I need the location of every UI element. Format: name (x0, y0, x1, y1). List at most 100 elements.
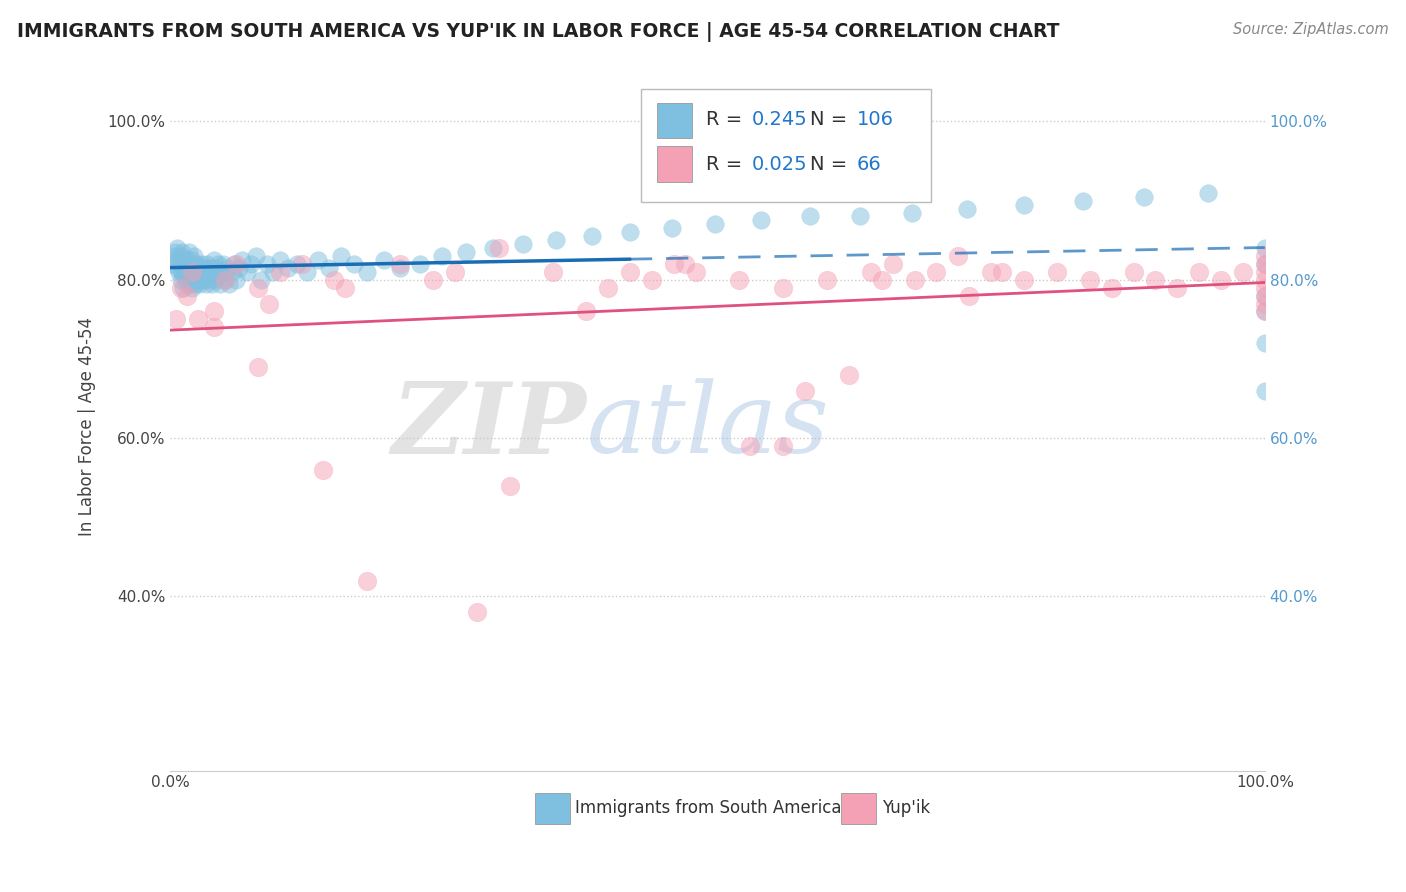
Point (673, 257, 696, 271)
Point (815, 273, 838, 287)
Point (444, 265, 467, 279)
Point (165, 252, 187, 267)
Point (882, 257, 904, 271)
Point (925, 265, 948, 279)
Point (191, 257, 214, 271)
Point (1232, 265, 1254, 279)
Point (488, 241, 510, 255)
Point (222, 257, 245, 271)
Point (201, 265, 224, 279)
Point (183, 265, 205, 279)
Point (373, 252, 395, 267)
FancyBboxPatch shape (641, 89, 931, 202)
Point (335, 281, 357, 295)
Text: 0.245: 0.245 (751, 111, 807, 129)
Point (174, 260, 197, 275)
Point (838, 368, 860, 382)
Point (170, 273, 193, 287)
Point (163, 245, 186, 260)
Point (190, 273, 212, 287)
Point (181, 281, 204, 295)
Point (343, 257, 366, 271)
Point (162, 249, 184, 263)
Point (389, 260, 412, 275)
Point (207, 257, 229, 271)
Point (176, 252, 198, 267)
Point (172, 281, 194, 295)
Point (330, 249, 353, 263)
Point (172, 265, 194, 279)
Point (1254, 241, 1277, 255)
Point (200, 260, 222, 275)
Point (201, 277, 224, 291)
Point (543, 265, 565, 279)
Point (799, 210, 821, 224)
Point (269, 252, 291, 267)
Point (177, 273, 200, 287)
Point (1122, 265, 1144, 279)
Point (169, 257, 191, 271)
Point (256, 257, 278, 271)
Point (291, 257, 314, 271)
Point (177, 265, 200, 279)
Point (1254, 249, 1277, 263)
Point (498, 478, 520, 492)
Point (162, 257, 184, 271)
Point (991, 265, 1014, 279)
Point (197, 257, 219, 271)
Point (641, 273, 664, 287)
Text: 66: 66 (856, 155, 882, 174)
Point (619, 225, 641, 239)
Point (772, 439, 794, 453)
Point (246, 281, 269, 295)
Point (430, 249, 453, 263)
Text: ZIP: ZIP (391, 378, 586, 475)
Point (187, 312, 209, 326)
Point (575, 304, 598, 318)
Point (181, 252, 204, 267)
Point (409, 257, 432, 271)
Text: Source: ZipAtlas.com: Source: ZipAtlas.com (1233, 22, 1389, 37)
Point (176, 288, 198, 302)
Point (195, 277, 218, 291)
Point (356, 265, 378, 279)
Point (749, 213, 772, 227)
Point (661, 221, 683, 235)
Point (1254, 384, 1277, 398)
Point (728, 273, 751, 287)
Point (356, 574, 378, 588)
Point (186, 257, 208, 271)
Point (1046, 265, 1069, 279)
Point (173, 257, 195, 271)
Point (166, 241, 188, 255)
Point (183, 249, 205, 263)
Point (307, 252, 329, 267)
Point (1166, 281, 1188, 295)
Text: R =: R = (706, 155, 748, 174)
Point (1209, 273, 1232, 287)
FancyBboxPatch shape (841, 793, 876, 823)
Text: Immigrants from South America: Immigrants from South America (575, 799, 842, 817)
Point (172, 245, 194, 260)
Point (180, 273, 202, 287)
Point (167, 265, 190, 279)
Point (236, 265, 259, 279)
Point (184, 277, 207, 291)
Point (285, 257, 308, 271)
Point (903, 273, 925, 287)
Point (177, 257, 200, 271)
Point (454, 245, 477, 260)
Point (165, 312, 187, 326)
Point (202, 320, 225, 334)
Point (1197, 186, 1219, 200)
Point (957, 288, 980, 302)
Point (596, 281, 619, 295)
Point (205, 260, 228, 275)
Point (202, 252, 225, 267)
Text: atlas: atlas (586, 378, 830, 474)
Point (1254, 288, 1277, 302)
Text: R =: R = (706, 111, 748, 129)
Text: N =: N = (810, 155, 853, 174)
Point (1254, 304, 1277, 318)
Point (772, 281, 794, 295)
